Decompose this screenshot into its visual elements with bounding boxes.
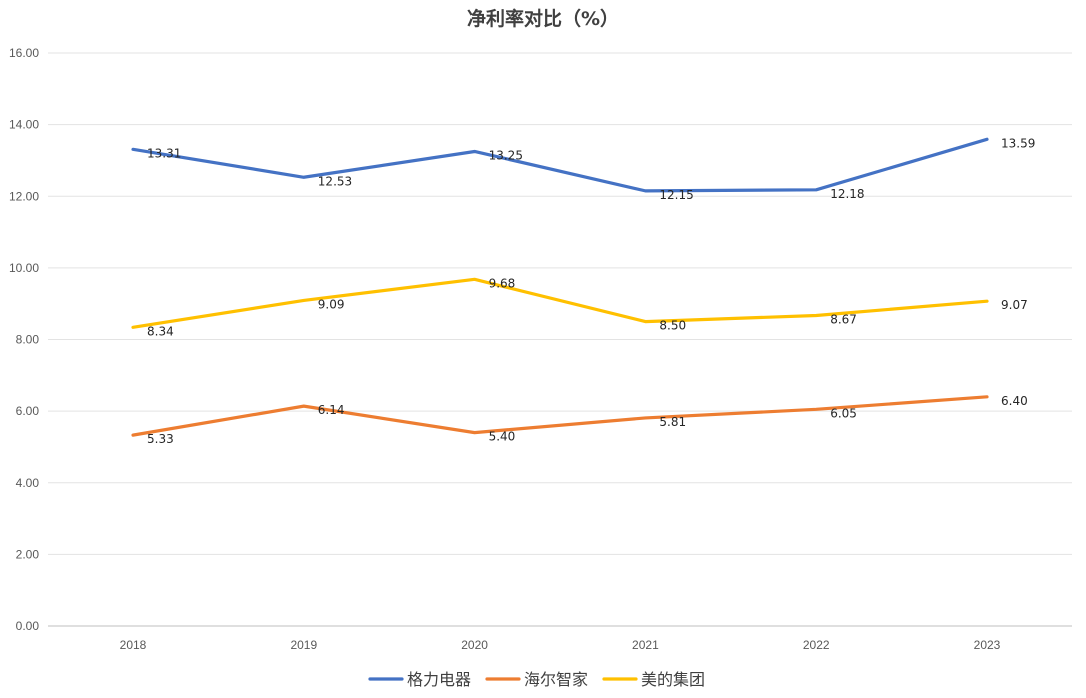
x-axis-ticks: 2018 2019 2020 2021 2022 2023 xyxy=(120,638,1001,652)
series-line xyxy=(131,277,989,329)
data-label: 6.05 xyxy=(830,406,857,420)
x-tick-label: 2023 xyxy=(974,638,1001,652)
legend-label: 美的集团 xyxy=(641,670,705,689)
series-line xyxy=(131,137,989,193)
data-label: 13.25 xyxy=(489,148,523,162)
data-label: 12.18 xyxy=(830,187,864,201)
x-tick-label: 2022 xyxy=(803,638,830,652)
y-tick-label: 8.00 xyxy=(16,333,40,347)
x-tick-label: 2019 xyxy=(290,638,317,652)
data-label: 13.31 xyxy=(147,146,181,160)
y-tick-label: 16.00 xyxy=(9,46,39,60)
data-label: 8.67 xyxy=(830,313,857,327)
y-tick-label: 12.00 xyxy=(9,189,39,203)
chart-title: 净利率对比（%） xyxy=(467,7,619,30)
data-label: 13.59 xyxy=(1001,136,1035,150)
x-tick-label: 2018 xyxy=(120,638,147,652)
data-label: 6.14 xyxy=(318,403,345,417)
y-tick-label: 0.00 xyxy=(16,619,40,633)
x-tick-label: 2020 xyxy=(461,638,488,652)
data-label: 5.33 xyxy=(147,432,174,446)
legend-label: 海尔智家 xyxy=(524,670,588,689)
data-label: 5.40 xyxy=(489,430,516,444)
y-tick-label: 14.00 xyxy=(9,118,39,132)
data-label: 9.68 xyxy=(489,276,516,290)
y-tick-label: 2.00 xyxy=(16,547,40,561)
data-label: 9.09 xyxy=(318,297,345,311)
y-axis-ticks: 0.00 2.00 4.00 6.00 8.00 10.00 12.00 14.00 16.00 xyxy=(9,46,39,633)
y-tick-label: 4.00 xyxy=(16,476,40,490)
gridlines xyxy=(48,52,1072,627)
data-labels: 13.31 12.53 13.25 12.15 12.18 13.59 5.33 6.14 5.… xyxy=(147,136,1035,446)
y-tick-label: 10.00 xyxy=(9,261,39,275)
data-label: 6.40 xyxy=(1001,394,1028,408)
y-tick-label: 6.00 xyxy=(16,404,40,418)
series-lines xyxy=(131,137,989,437)
data-label: 5.81 xyxy=(659,415,686,429)
data-label: 9.07 xyxy=(1001,298,1028,312)
series-line xyxy=(131,395,989,437)
legend-label: 格力电器 xyxy=(407,670,471,689)
data-label: 8.34 xyxy=(147,324,174,338)
data-label: 12.53 xyxy=(318,174,352,188)
legend: 格力电器 海尔智家 美的集团 xyxy=(368,670,705,689)
x-tick-label: 2021 xyxy=(632,638,659,652)
data-label: 12.15 xyxy=(659,188,693,202)
data-label: 8.50 xyxy=(659,319,686,333)
